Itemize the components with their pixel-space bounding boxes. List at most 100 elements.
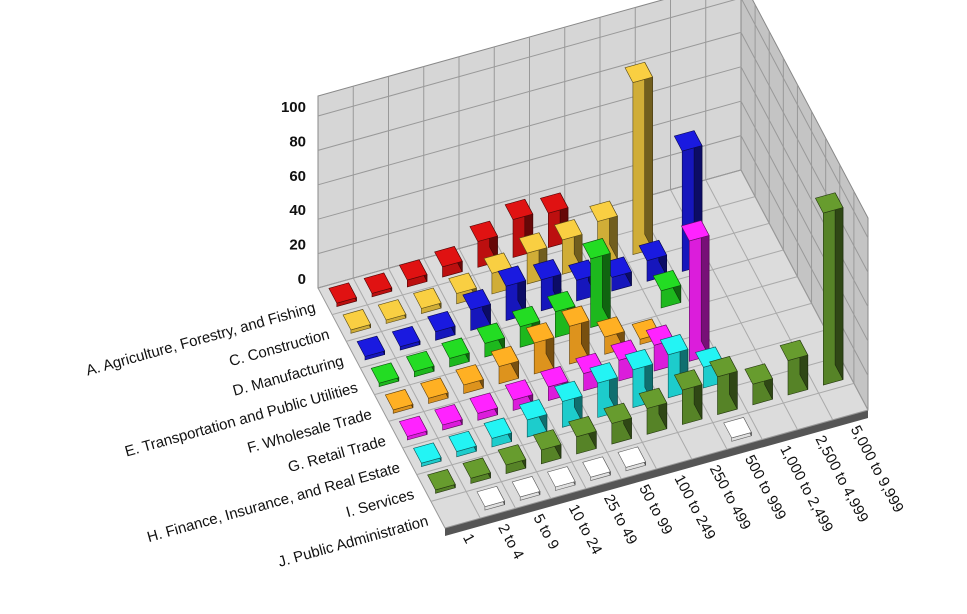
bar bbox=[582, 456, 611, 481]
bar-top bbox=[680, 220, 710, 242]
floor-grid bbox=[388, 268, 516, 509]
bar-top bbox=[744, 363, 773, 385]
bar-top bbox=[497, 444, 527, 466]
bar-top bbox=[511, 476, 541, 498]
bar bbox=[723, 417, 752, 442]
bar bbox=[490, 345, 520, 385]
bar-top bbox=[398, 259, 428, 281]
bar bbox=[434, 246, 463, 278]
bar bbox=[744, 363, 773, 406]
bar bbox=[441, 337, 470, 368]
bar-top bbox=[638, 387, 668, 409]
bar-top bbox=[328, 282, 357, 304]
bar bbox=[398, 259, 428, 288]
grid-line bbox=[317, 31, 869, 273]
bar-top bbox=[405, 350, 435, 372]
floor-grid bbox=[458, 248, 587, 489]
bar bbox=[709, 356, 738, 415]
x-tick-label: 1 bbox=[459, 531, 478, 546]
bar-top bbox=[561, 305, 590, 327]
bar bbox=[779, 339, 809, 396]
floor-grid bbox=[423, 258, 552, 499]
y-tick-label: 0 bbox=[298, 271, 306, 288]
bar-top bbox=[462, 457, 491, 479]
bar-top bbox=[518, 232, 548, 254]
bar bbox=[342, 309, 372, 334]
x-tick-label: 2 to 4 bbox=[494, 521, 527, 562]
bar bbox=[603, 256, 632, 292]
bar-side bbox=[834, 192, 844, 380]
bar-top bbox=[582, 238, 611, 260]
bar-top bbox=[441, 337, 470, 359]
bar bbox=[582, 238, 611, 328]
bar-top bbox=[398, 415, 428, 437]
bar-top bbox=[434, 404, 463, 426]
bar-top bbox=[624, 61, 654, 83]
y-tick-label: 40 bbox=[289, 202, 306, 219]
bar bbox=[596, 316, 625, 355]
bar-side bbox=[700, 220, 710, 356]
floor-grid bbox=[705, 179, 834, 421]
floor-grid bbox=[430, 382, 855, 502]
bar bbox=[391, 325, 421, 351]
bar-top bbox=[476, 485, 506, 508]
grid-line bbox=[317, 0, 869, 239]
bar bbox=[363, 272, 393, 298]
bar-top bbox=[617, 446, 647, 468]
bar bbox=[356, 335, 386, 361]
bar-top bbox=[490, 345, 520, 367]
bar-top bbox=[469, 220, 498, 242]
bar-top bbox=[469, 392, 499, 414]
bar-top bbox=[554, 219, 583, 241]
bar-top bbox=[525, 322, 555, 344]
bar bbox=[448, 430, 477, 458]
floor-edge bbox=[445, 410, 868, 536]
x-tick-label: 50 to 99 bbox=[635, 482, 675, 538]
bar bbox=[652, 269, 682, 309]
bar-top bbox=[624, 349, 654, 371]
bar-top bbox=[370, 362, 400, 384]
bar-top bbox=[518, 399, 548, 421]
bar bbox=[680, 220, 710, 362]
bar bbox=[476, 485, 506, 511]
bar-top bbox=[363, 272, 393, 294]
bar bbox=[525, 322, 555, 375]
bar bbox=[427, 469, 456, 494]
bar-top bbox=[673, 369, 703, 391]
bar-top bbox=[547, 466, 576, 488]
bar bbox=[518, 399, 548, 438]
bar-top bbox=[504, 198, 534, 220]
bar-top bbox=[539, 366, 569, 388]
bar-top bbox=[709, 356, 738, 378]
bar-top bbox=[652, 269, 682, 292]
bar bbox=[673, 369, 703, 425]
bar-top bbox=[483, 417, 513, 439]
bar-top bbox=[504, 379, 534, 401]
bar bbox=[568, 415, 597, 455]
x-tick-label: 5 to 9 bbox=[530, 511, 563, 552]
bar-top bbox=[638, 239, 668, 262]
bar bbox=[624, 61, 654, 255]
bar-top bbox=[546, 290, 576, 313]
floor-grid bbox=[352, 277, 481, 519]
series-label: J. Public Administration bbox=[276, 513, 430, 571]
bar bbox=[413, 442, 442, 467]
bar-top bbox=[554, 380, 583, 402]
bar-top bbox=[603, 402, 632, 424]
bar-top bbox=[342, 309, 372, 331]
bar-top bbox=[391, 325, 421, 348]
bar bbox=[638, 387, 668, 435]
bar-top bbox=[497, 265, 527, 287]
floor-grid bbox=[564, 218, 693, 460]
bar bbox=[427, 310, 456, 341]
bar bbox=[814, 192, 844, 386]
x-tick-label: 10 to 24 bbox=[565, 501, 605, 557]
bar-top bbox=[582, 456, 611, 478]
bar-top bbox=[448, 430, 477, 452]
bar bbox=[384, 389, 414, 414]
bar-top bbox=[779, 339, 809, 361]
bar bbox=[413, 287, 442, 314]
bar bbox=[377, 299, 407, 324]
bar bbox=[434, 404, 463, 431]
